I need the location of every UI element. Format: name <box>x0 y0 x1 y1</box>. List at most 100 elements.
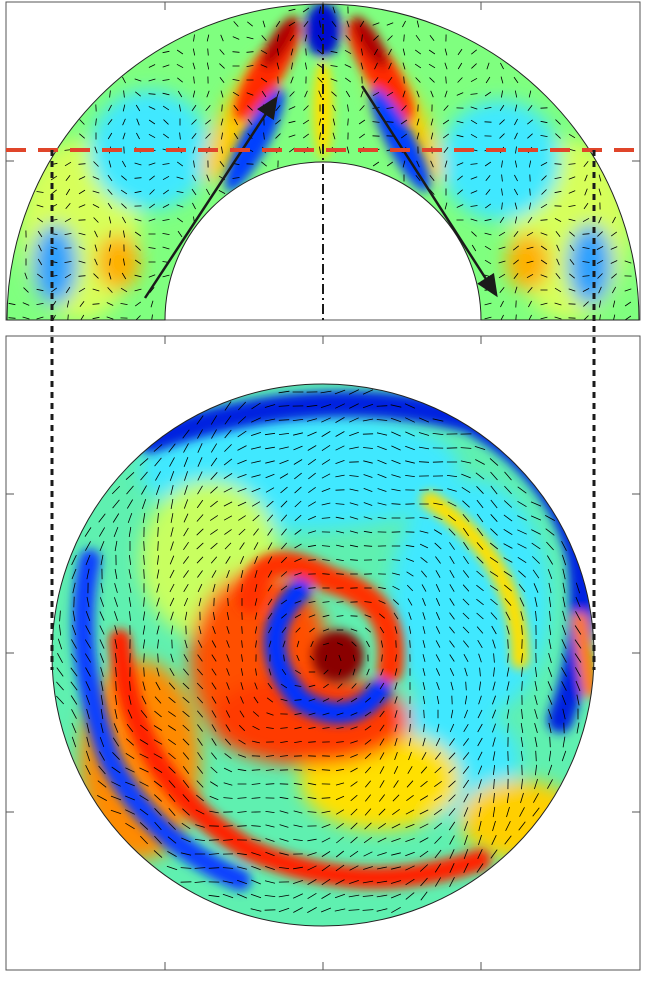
vector-mark <box>308 726 316 730</box>
vector-mark <box>293 769 303 771</box>
vector-mark <box>191 133 197 139</box>
vector-mark <box>463 821 469 831</box>
vector-mark <box>196 682 204 690</box>
vector-mark <box>237 488 247 492</box>
vector-mark <box>359 105 365 111</box>
vector-mark <box>86 736 90 748</box>
vector-mark <box>582 233 590 235</box>
vector-mark <box>492 639 496 649</box>
vector-mark <box>321 810 331 814</box>
vector-mark <box>575 582 581 594</box>
vector-mark <box>197 654 203 662</box>
vector-mark <box>554 177 562 179</box>
vector-mark <box>325 654 327 662</box>
vector-mark <box>277 34 279 42</box>
vector-mark <box>183 499 189 509</box>
vector-mark <box>364 711 372 717</box>
vector-mark <box>484 302 492 306</box>
vector-mark <box>521 778 523 790</box>
vector-mark <box>434 766 442 774</box>
vector-mark <box>153 753 163 759</box>
vector-mark <box>180 852 192 856</box>
vector-mark <box>322 628 330 632</box>
vector-mark <box>125 795 135 801</box>
vector-mark <box>394 626 398 634</box>
vector-mark <box>78 275 86 277</box>
vector-mark <box>378 586 386 590</box>
vector-mark <box>490 471 498 481</box>
vector-mark <box>449 640 455 648</box>
vector-mark <box>547 695 553 705</box>
vector-mark <box>376 908 388 912</box>
vector-mark <box>532 807 540 817</box>
vector-mark <box>261 161 267 167</box>
vector-mark <box>344 49 352 55</box>
vector-mark <box>348 389 360 395</box>
vector-mark <box>129 611 131 621</box>
vector-mark <box>457 77 463 83</box>
vector-mark <box>392 585 400 591</box>
vector-mark <box>476 598 484 606</box>
vector-mark <box>168 780 176 788</box>
vector-mark <box>365 627 371 633</box>
vector-mark <box>323 683 329 689</box>
vector-mark <box>394 724 398 732</box>
vector-mark <box>419 517 429 519</box>
vector-mark <box>140 710 148 718</box>
vector-mark <box>386 161 394 167</box>
vector-mark <box>183 583 189 593</box>
vector-mark <box>289 34 295 42</box>
vector-mark <box>442 119 450 125</box>
vector-mark <box>373 76 379 84</box>
vector-mark <box>448 794 456 802</box>
vector-mark <box>36 303 44 305</box>
vector-mark <box>121 203 127 209</box>
vector-mark <box>548 596 552 608</box>
vector-mark <box>251 487 261 493</box>
vector-mark <box>233 132 239 140</box>
vector-mark <box>86 722 90 734</box>
vector-mark <box>307 445 317 451</box>
vector-mark <box>419 850 429 858</box>
vector-mark <box>294 529 302 535</box>
vector-mark <box>167 725 177 731</box>
vector-mark <box>211 724 217 732</box>
vector-mark <box>294 726 302 730</box>
vector-mark <box>289 91 295 97</box>
vector-mark <box>582 217 590 223</box>
vector-mark <box>596 259 604 265</box>
vector-mark <box>78 204 86 208</box>
vector-mark <box>294 472 302 480</box>
vector-mark <box>462 570 470 578</box>
vector-mark <box>598 174 602 182</box>
vector-mark <box>247 105 253 111</box>
vector-mark <box>169 470 175 482</box>
vector-mark <box>307 501 317 507</box>
vector-mark <box>310 640 314 648</box>
vector-mark <box>319 146 321 154</box>
vector-mark <box>36 316 44 320</box>
vector-mark <box>409 723 411 733</box>
vector-mark <box>114 583 118 593</box>
vector-mark <box>162 133 170 139</box>
vector-mark <box>205 105 211 111</box>
vector-mark <box>335 850 345 858</box>
vector-mark <box>307 544 317 548</box>
vector-mark <box>330 78 338 82</box>
vector-mark <box>462 626 470 634</box>
vector-mark <box>376 405 388 407</box>
vector-mark <box>280 486 288 494</box>
vector-mark <box>436 695 440 705</box>
vector-mark <box>332 6 336 14</box>
vector-mark <box>156 569 160 579</box>
vector-mark <box>363 545 373 547</box>
vector-mark <box>405 809 415 815</box>
vector-mark <box>501 174 503 182</box>
vector-mark <box>476 542 484 550</box>
vector-mark <box>192 90 196 98</box>
vector-mark <box>499 119 505 125</box>
vector-mark <box>420 556 428 564</box>
vector-mark <box>139 458 149 466</box>
vector-mark <box>226 654 230 662</box>
vector-mark <box>282 640 286 648</box>
